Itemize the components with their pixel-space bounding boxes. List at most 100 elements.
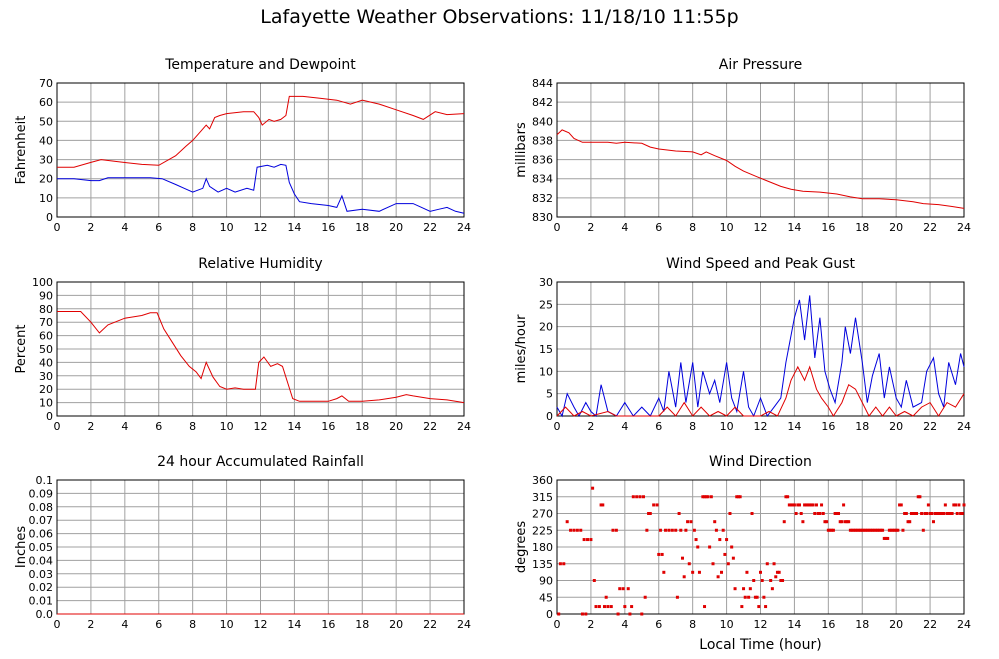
y-tick-label: 0.03 <box>29 568 54 581</box>
direction-point <box>664 528 668 532</box>
x-tick-label: 10 <box>220 221 234 234</box>
direction-point <box>881 528 885 532</box>
direction-point <box>725 538 729 542</box>
x-tick-label: 18 <box>855 420 869 433</box>
y-tick-label: 90 <box>39 289 53 302</box>
direction-point <box>713 520 717 524</box>
direction-point <box>913 512 917 515</box>
direction-point <box>670 528 674 532</box>
direction-point <box>658 528 662 532</box>
direction-point <box>940 512 944 515</box>
temp-series-line-1 <box>57 163 465 214</box>
x-tick-label: 18 <box>355 221 369 234</box>
direction-point <box>750 512 754 515</box>
x-tick-label: 0 <box>54 420 61 433</box>
direction-point <box>886 536 890 540</box>
direction-point <box>735 495 739 499</box>
direction-point <box>730 545 734 549</box>
x-tick-label: 14 <box>787 618 801 631</box>
direction-point <box>808 503 812 507</box>
y-tick-label: 20 <box>539 321 553 334</box>
direction-point <box>748 587 752 591</box>
y-axis-label: millibars <box>514 122 529 178</box>
direction-point <box>933 512 937 515</box>
direction-point <box>809 503 813 507</box>
direction-point <box>704 495 708 499</box>
direction-point <box>811 503 815 507</box>
direction-point <box>584 612 588 616</box>
direction-point <box>959 512 963 515</box>
direction-point <box>696 545 700 549</box>
direction-point <box>884 536 888 540</box>
direction-point <box>894 528 898 532</box>
direction-point <box>721 528 725 532</box>
x-tick-label: 4 <box>621 420 628 433</box>
x-tick-label: 12 <box>254 221 268 234</box>
x-tick-label: 20 <box>389 618 403 631</box>
direction-point <box>830 528 834 532</box>
direction-point <box>843 520 847 524</box>
direction-point <box>599 503 603 507</box>
direction-point <box>960 512 964 515</box>
direction-point <box>731 556 735 560</box>
direction-point <box>753 595 757 599</box>
direction-point <box>738 495 742 499</box>
pressure-series-line-0 <box>556 129 965 209</box>
x-tick-label: 20 <box>389 221 403 234</box>
direction-point <box>826 528 830 532</box>
y-tick-label: 100 <box>32 276 53 289</box>
x-tick-label: 24 <box>457 221 471 234</box>
direction-point <box>677 512 681 515</box>
pressure-chart: 0 2 4 6 8 10 12 14 16 18 20 22 248308328348368388408… <box>514 57 971 234</box>
direction-point <box>618 587 622 591</box>
direction-point <box>877 528 881 532</box>
direction-point <box>918 495 922 499</box>
y-tick-label: 844 <box>532 77 553 90</box>
direction-point <box>909 512 913 515</box>
direction-point <box>662 570 666 574</box>
x-tick-label: 20 <box>889 420 903 433</box>
direction-point <box>842 503 846 507</box>
direction-point <box>775 570 779 574</box>
direction-point <box>680 556 684 560</box>
direction-point <box>784 495 788 499</box>
direction-point <box>840 520 844 524</box>
direction-point <box>942 512 946 515</box>
direction-point <box>679 528 683 532</box>
direction-point <box>848 528 852 532</box>
x-tick-label: 24 <box>457 618 471 631</box>
direction-point <box>723 552 727 556</box>
x-tick-label: 10 <box>720 221 734 234</box>
direction-point <box>711 562 715 566</box>
direction-point <box>796 503 800 507</box>
y-tick-label: 40 <box>39 356 53 369</box>
y-tick-label: 180 <box>532 541 553 554</box>
direction-point <box>850 528 854 532</box>
direction-point <box>621 587 625 591</box>
x-tick-label: 20 <box>889 618 903 631</box>
direction-point <box>892 528 896 532</box>
x-tick-label: 8 <box>689 618 696 631</box>
direction-point <box>864 528 868 532</box>
direction-point <box>816 512 820 515</box>
x-tick-label: 18 <box>355 618 369 631</box>
direction-point <box>684 528 688 532</box>
x-tick-label: 24 <box>457 420 471 433</box>
direction-point <box>558 562 562 566</box>
y-tick-label: 50 <box>39 115 53 128</box>
y-tick-label: 225 <box>532 524 553 537</box>
y-tick-label: 270 <box>532 508 553 521</box>
direction-point <box>652 503 656 507</box>
direction-point <box>853 528 857 532</box>
direction-point <box>752 579 756 582</box>
direction-point <box>891 528 895 532</box>
direction-point <box>582 538 586 542</box>
chart-title: Relative Humidity <box>198 256 322 272</box>
x-tick-label: 10 <box>220 618 234 631</box>
y-axis-label: miles/hour <box>514 314 529 383</box>
direction-point <box>887 528 891 532</box>
x-tick-label: 4 <box>621 618 628 631</box>
direction-point <box>686 520 690 524</box>
x-tick-label: 14 <box>787 221 801 234</box>
direction-point <box>806 503 810 507</box>
